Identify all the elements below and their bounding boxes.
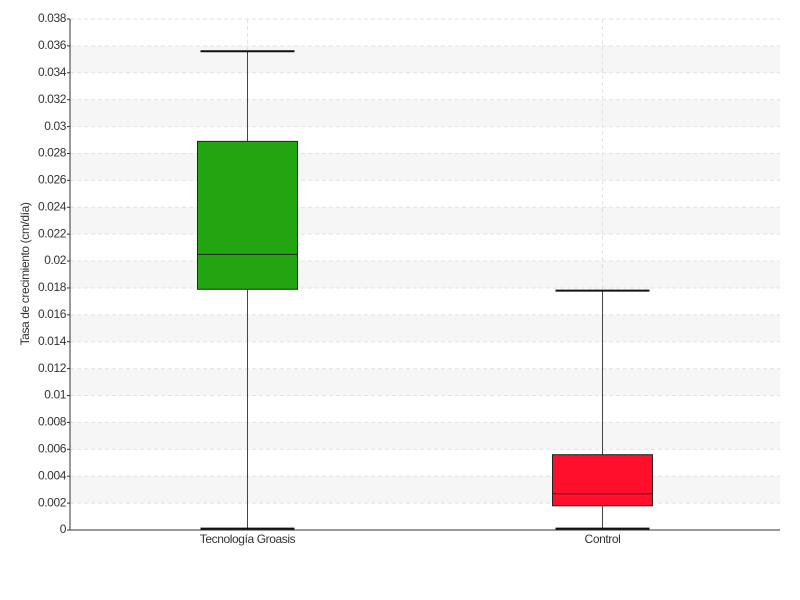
grid-band [70,476,780,504]
y-tick-label: 0.004 [38,468,67,482]
y-tick-label: 0.034 [38,65,67,79]
box [197,140,298,290]
y-tick-label: 0.038 [38,11,67,25]
y-tick-label: 0.016 [38,307,67,321]
y-tick-label: 0.014 [38,334,67,348]
grid-band [70,153,780,181]
y-tick-label: 0.01 [44,388,66,402]
grid-band [70,261,780,288]
y-tick-label: 0.02 [44,253,66,267]
x-tick-label: Tecnología Groasis [200,532,296,546]
grid-band [70,207,780,235]
y-tick-label: 0.032 [38,92,67,106]
grid-band [70,314,780,342]
box [552,454,653,507]
y-tick-label: 0.002 [38,495,67,509]
y-tick-label: 0.036 [38,38,67,52]
x-tick-label: Control [585,532,621,546]
y-axis-label: Tasa de crecimiento (cm/día) [18,202,32,345]
y-tick-label: 0.006 [38,441,67,455]
grid-band [70,45,780,73]
y-tick-label: 0.012 [38,361,67,375]
grid-band [70,422,780,450]
y-tick-label: 0.03 [44,119,66,133]
y-tick-label: 0.028 [38,146,67,160]
grid-band [70,99,780,127]
y-tick-label: 0.008 [38,415,67,429]
y-tick-label: 0.024 [38,199,67,213]
grid-band [70,368,780,396]
y-tick-label: 0.022 [38,226,67,240]
y-tick-label: 0.026 [38,173,67,187]
y-tick-label: 0 [60,522,67,536]
y-tick-label: 0.018 [38,280,67,294]
